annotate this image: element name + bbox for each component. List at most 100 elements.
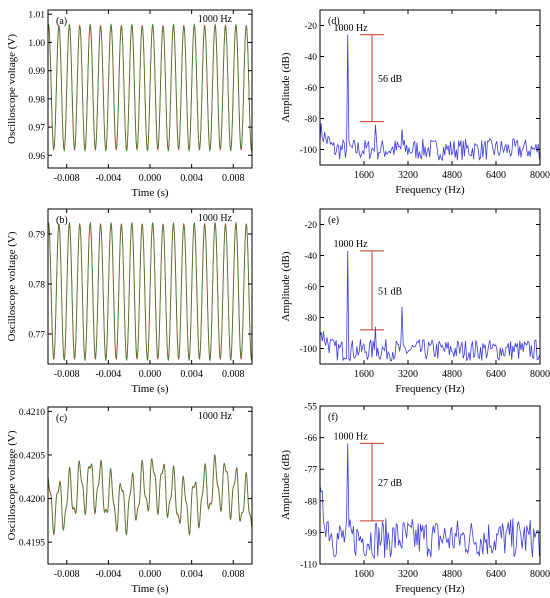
y-tick-label: 0.4195 [19,539,45,549]
frequency-annotation: 1000 Hz [198,411,233,422]
panel-a: 1000 Hz (a) -0.008 -0.004 0.000 0.004 0.008 0.9… [6,9,253,199]
panel-b: 1000 Hz (b) -0.008 -0.004 0.000 0.004 0.008 0.7… [6,208,253,395]
y-tick-label: 0.98 [28,95,45,105]
y-tick-label: -60 [304,84,317,94]
y-tick-label: -55 [304,403,317,413]
x-tick-label: -0.008 [54,173,80,184]
panel-e: 1000 Hz 51 dB (e) 1600 3200 4800 6400 8000 -20 -4… [280,208,550,395]
x-tick-label: 0.008 [222,569,245,580]
plot-area [48,454,252,536]
panel-label: (e) [328,215,339,226]
x-tick-label: 0.000 [139,369,162,380]
plot-area [320,443,540,560]
x-tick-label: 8000 [530,170,550,181]
x-axis-label: Time (s) [131,383,169,395]
x-tick-label: 0.004 [180,369,203,380]
x-axis-label: Time (s) [131,187,169,199]
y-tick-label: 0.77 [28,331,45,341]
peak-label: 1000 Hz [334,23,369,34]
plot-area [48,221,252,362]
x-tick-label: 0.000 [139,173,162,184]
y-tick-label: 0.99 [28,67,45,77]
y-tick-label: -20 [304,22,317,32]
y-tick-label: -100 [300,146,318,156]
y-tick-label: 0.97 [28,124,45,134]
panel-label: (f) [328,412,338,423]
x-tick-label: 0.008 [222,369,245,380]
y-tick-label: -99 [304,529,317,539]
x-axis-label: Frequency (Hz) [395,383,465,395]
x-tick-label: 8000 [530,369,550,380]
y-axis-label: Amplitude (dB) [280,251,292,321]
x-tick-label: 1600 [354,569,374,580]
panel-f: 1000 Hz 27 dB (f) 1600 3200 4800 6400 8000 -55 -6… [280,403,550,596]
panel-c: 1000 Hz (c) -0.008 -0.004 0.000 0.004 0.008 0.4… [6,406,253,595]
plot-frame [319,405,541,565]
y-axis-label: Amplitude (dB) [280,52,292,122]
y-tick-label: -40 [304,252,317,262]
y-tick-label: -80 [304,314,317,324]
plot-area [48,23,252,152]
series-trace-2 [48,221,252,362]
series-trace-2 [48,23,252,152]
plot-frame [319,208,541,365]
x-tick-label: -0.004 [95,173,121,184]
panel-label: (c) [56,413,67,424]
x-tick-label: 3200 [398,369,418,380]
bracket-label: 27 dB [378,478,403,489]
x-axis-label: Frequency (Hz) [395,184,465,196]
y-tick-label: -60 [304,283,317,293]
x-tick-label: 4800 [442,170,462,181]
y-tick-label: -100 [300,345,318,355]
y-tick-label: 0.96 [28,152,45,162]
peak-label: 1000 Hz [334,431,369,442]
y-tick-label: -66 [304,434,317,444]
x-tick-label: 4800 [442,369,462,380]
x-tick-label: -0.004 [95,569,121,580]
y-tick-label: -40 [304,53,317,63]
y-axis-label: Oscilloscope voltage (V) [6,231,18,341]
x-tick-label: 4800 [442,569,462,580]
panel-label: (b) [56,215,68,226]
y-tick-label: 0.4210 [19,408,45,418]
y-tick-label: -110 [300,561,317,571]
y-tick-label: -88 [304,497,317,507]
bracket-label: 51 dB [378,286,403,297]
y-tick-label: 0.79 [28,231,45,241]
y-tick-label: 1.00 [28,39,45,49]
x-tick-label: 0.004 [180,173,203,184]
plot-area [320,250,540,362]
panel-label: (d) [328,16,340,27]
panel-label: (a) [56,16,67,27]
bracket-label: 56 dB [378,74,403,85]
x-tick-label: -0.004 [95,369,121,380]
x-tick-label: 0.000 [139,569,162,580]
y-axis-label: Oscilloscope voltage (V) [6,430,18,540]
x-tick-label: 8000 [530,569,550,580]
y-tick-label: 0.78 [28,281,45,291]
peak-label: 1000 Hz [334,239,369,250]
spectrum-line [320,443,540,560]
y-tick-label: -77 [304,466,317,476]
spectrum-line [320,34,540,162]
y-tick-label: -20 [304,221,317,231]
y-axis-label: Amplitude (dB) [280,450,292,520]
x-tick-label: 6400 [486,369,506,380]
y-tick-label: 0.4200 [19,495,45,505]
y-tick-label: 1.01 [28,11,45,21]
x-tick-label: 0.004 [180,569,203,580]
y-tick-label: -80 [304,115,317,125]
plot-area [320,34,540,162]
y-axis-label: Oscilloscope voltage (V) [6,34,18,144]
series-trace-2 [48,454,252,536]
x-tick-label: 0.008 [222,173,245,184]
x-tick-label: -0.008 [54,369,80,380]
x-axis-label: Time (s) [131,583,169,595]
x-tick-label: 3200 [398,569,418,580]
x-tick-label: 3200 [398,170,418,181]
panel-d: 1000 Hz 56 dB (d) 1600 3200 4800 6400 8000 -20 -4… [280,9,550,196]
x-tick-label: 1600 [354,170,374,181]
x-tick-label: 6400 [486,569,506,580]
frequency-annotation: 1000 Hz [198,213,233,224]
spectrum-line [320,250,540,362]
